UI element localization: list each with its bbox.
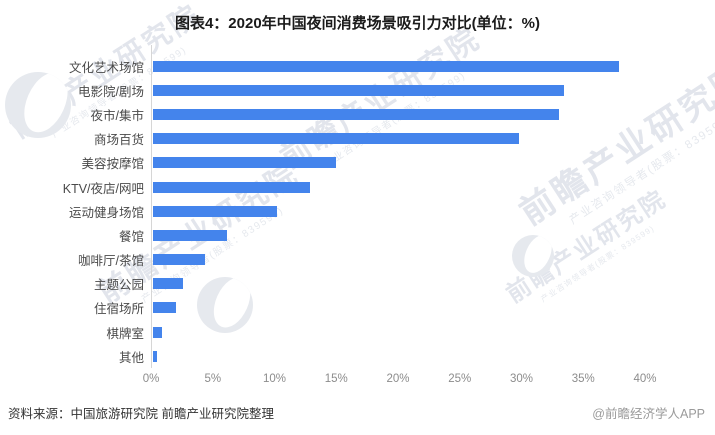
bar: [153, 254, 205, 266]
category-label: 电影院/剧场: [78, 84, 144, 99]
bar-row: 咖啡厅/茶馆: [0, 248, 715, 272]
x-tick-label: 10%: [262, 373, 287, 385]
bar-row: 运动健身场馆: [0, 199, 715, 223]
bar-row: 棋牌室: [0, 320, 715, 344]
category-label: KTV/夜店/网吧: [62, 181, 144, 196]
x-tick-label: 20%: [386, 373, 410, 385]
category-label: 商场百货: [93, 133, 144, 148]
bar: [153, 205, 277, 217]
bar-row: 其他: [0, 344, 715, 368]
x-tick-label: 35%: [571, 373, 595, 385]
bar: [153, 181, 310, 193]
bar-chart: 文化艺术场馆电影院/剧场夜市/集市商场百货美容按摩馆 KTV/夜店/网吧 运动健身场…: [0, 45, 715, 390]
x-tick-label: 25%: [448, 373, 472, 385]
bar-row: 住宿场所: [0, 296, 715, 320]
bar: [153, 108, 560, 120]
category-label: 住宿场所: [93, 302, 144, 317]
y-axis-line: [151, 45, 152, 368]
x-tick-label: 30%: [509, 373, 534, 385]
x-tick-label: 0%: [142, 373, 160, 385]
category-label: 其他: [118, 350, 144, 365]
category-label: 餐馆: [118, 229, 144, 244]
bar-row: 文化艺术场馆: [0, 54, 715, 78]
bar: [153, 60, 619, 72]
bar: [153, 326, 162, 338]
source-note: 资料来源：中国旅游研究院 前瞻产业研究院整理: [8, 407, 274, 421]
bar-row: 夜市/集市: [0, 102, 715, 126]
bar: [153, 302, 177, 314]
x-tick-label: 5%: [204, 373, 222, 385]
bar-row: 电影院/剧场: [0, 78, 715, 102]
x-axis-ticks: 0% 5% 10% 15% 20% 25% 30% 35% 40%: [0, 373, 715, 389]
bar-row: 餐馆: [0, 223, 715, 247]
bar: [153, 133, 519, 145]
bar: [153, 84, 565, 96]
bar-row: 主题公园: [0, 272, 715, 296]
category-label: 运动健身场馆: [68, 205, 144, 220]
bar-rows: 文化艺术场馆电影院/剧场夜市/集市商场百货美容按摩馆 KTV/夜店/网吧 运动健身场…: [0, 54, 715, 368]
bar-row: 美容按摩馆: [0, 151, 715, 175]
category-label: 夜市/集市: [90, 108, 144, 123]
bar: [153, 157, 336, 169]
page-title: 图表4：2020年中国夜间消费场景吸引力对比(单位：%): [174, 15, 541, 32]
bar-row: KTV/夜店/网吧: [0, 175, 715, 199]
category-label: 美容按摩馆: [81, 157, 144, 172]
credit-note: @前瞻经济学人APP: [592, 407, 705, 421]
bar-row: 商场百货: [0, 127, 715, 151]
x-tick-label: 40%: [633, 373, 657, 385]
category-label: 主题公园: [93, 278, 144, 293]
category-label: 咖啡厅/茶馆: [78, 254, 144, 269]
bar: [153, 278, 183, 290]
x-tick-label: 15%: [324, 373, 348, 385]
category-label: 棋牌室: [106, 326, 144, 341]
bar: [153, 229, 228, 241]
bar: [153, 350, 157, 362]
category-label: 文化艺术场馆: [68, 60, 144, 75]
